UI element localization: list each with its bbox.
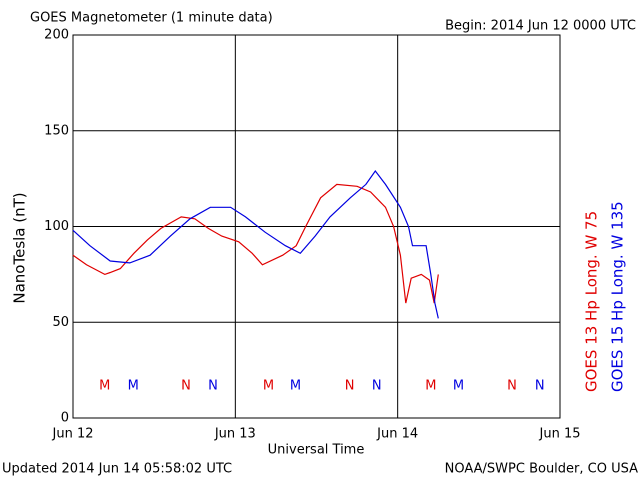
- time-marker: M: [128, 379, 139, 394]
- y-tick-label: 150: [44, 123, 69, 138]
- time-marker: N: [507, 379, 517, 394]
- y-axis-label: NanoTesla (nT): [11, 192, 29, 303]
- plot-frame: [72, 34, 561, 419]
- time-marker: M: [263, 379, 274, 394]
- footer-right: NOAA/SWPC Boulder, CO USA: [445, 462, 638, 477]
- x-tick-label: Jun 13: [214, 427, 256, 442]
- legend-label: GOES 13 Hp Long. W 75: [583, 211, 601, 392]
- x-tick-label: Jun 12: [52, 427, 94, 442]
- time-marker: N: [208, 379, 218, 394]
- time-marker: N: [535, 379, 545, 394]
- y-tick-label: 100: [44, 219, 69, 234]
- time-marker: M: [425, 379, 436, 394]
- footer-left: Updated 2014 Jun 14 05:58:02 UTC: [2, 462, 232, 477]
- time-marker: N: [372, 379, 382, 394]
- time-marker: N: [345, 379, 355, 394]
- time-marker: M: [453, 379, 464, 394]
- x-axis-label: Universal Time: [268, 443, 365, 458]
- y-tick-label: 0: [61, 411, 69, 426]
- time-marker: M: [290, 379, 301, 394]
- x-tick-label: Jun 15: [539, 427, 581, 442]
- begin-label: Begin: 2014 Jun 12 0000 UTC: [445, 19, 636, 34]
- chart-title: GOES Magnetometer (1 minute data): [30, 11, 273, 26]
- data-line: [72, 169, 439, 319]
- legend-label: GOES 15 Hp Long. W 135: [609, 201, 627, 392]
- data-line: [72, 183, 439, 304]
- time-marker: M: [99, 379, 110, 394]
- y-tick-label: 50: [52, 315, 69, 330]
- time-marker: N: [181, 379, 191, 394]
- x-tick-label: Jun 14: [376, 427, 418, 442]
- y-tick-label: 200: [44, 28, 69, 43]
